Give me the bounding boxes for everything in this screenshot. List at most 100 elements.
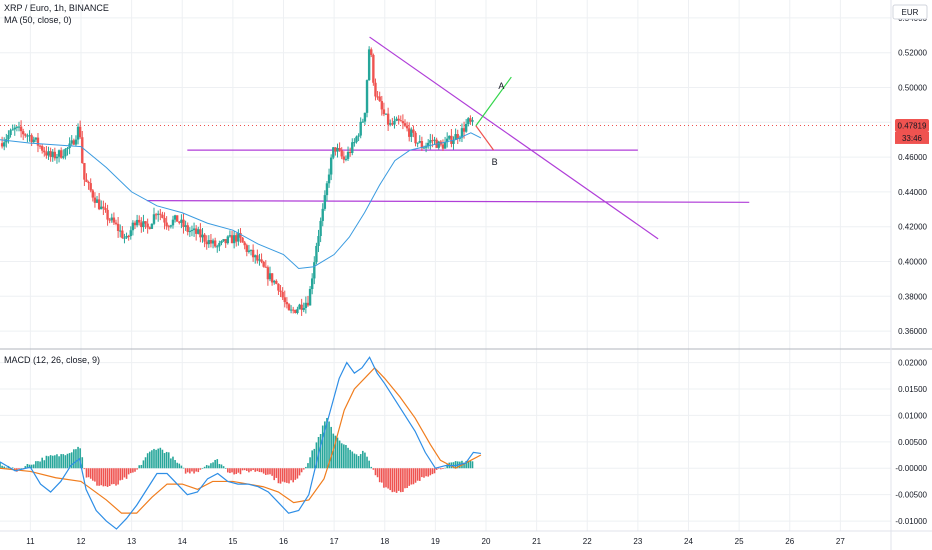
macd-histogram-bar [309,457,311,469]
macd-histogram-bar [140,464,143,469]
macd-tick-label: 0.01000 [898,411,927,420]
currency-button[interactable]: EUR [892,4,928,20]
macd-histogram-bar [294,468,297,480]
drawing-annotations[interactable]: AB [146,36,750,240]
candle-body [401,121,405,124]
candle-body [121,230,124,238]
candle-body [159,213,162,215]
macd-histogram-bar [157,448,160,469]
candle-body [171,219,175,226]
macd-histogram-bar [28,464,31,469]
macd-histogram-bar [383,468,385,488]
candle-body [85,179,88,182]
price-axis[interactable]: 0.36000 0.38000 0.40000 0.42000 0.44000 0.460… [898,14,927,336]
candle-body [232,235,236,244]
candle-body [203,234,206,242]
macd-histogram-bar [66,453,69,469]
macd-histogram-bar [300,468,303,473]
time-axis[interactable]: 11 12 13 14 15 16 17 18 19 20 21 22 23 24 25 26 27 [26,537,845,546]
candle-body [228,235,232,237]
macd-histogram-bar [328,421,330,469]
candle-body [300,304,303,310]
candle-body [251,249,255,258]
candle-body [218,243,221,247]
macd-histogram-bar [218,463,221,469]
macd-histogram-bar [32,464,35,469]
macd-histogram-bar [330,426,332,469]
candle-body [26,135,29,137]
macd-histogram-bar [370,466,373,469]
candle-body [420,141,424,148]
macd-histogram-bar [68,453,71,469]
candle-body [342,156,346,160]
macd-histogram-bar [404,468,406,489]
macd-histogram-bar [431,468,434,475]
time-tick-label: 26 [785,537,794,546]
macd-histogram-bar [5,467,8,469]
macd-histogram-bar [429,468,432,476]
macd-histogram-bar [176,462,178,469]
candle-body [241,237,244,243]
candle-body [361,121,365,123]
candle-body [15,126,19,128]
candle-body [209,240,213,244]
macd-histogram-bar [186,468,189,473]
macd-histogram-bar [338,440,341,469]
macd-histogram-bar [311,450,313,469]
macd-legend: MACD (12, 26, close, 9) [4,355,100,365]
macd-histogram-bar [184,468,187,474]
macd-histogram-bar [127,468,130,475]
macd-axis[interactable]: -0.01000 -0.00500 -0.00000 0.00500 0.01000 0.… [895,359,927,527]
candle-body [302,308,305,310]
candle-body [19,126,23,132]
macd-histogram-bar [174,460,176,469]
projection-label-a: A [498,81,504,91]
macd-histogram-bar [47,456,50,469]
macd-histogram-bar [387,468,389,489]
macd-histogram-bar [368,460,370,469]
candle-body [123,237,126,239]
macd-histogram-bar [60,454,62,469]
macd-histogram-bar [39,461,41,469]
macd-histogram-bar [469,460,472,469]
candle-body [57,150,61,157]
macd-histogram-bar [182,467,185,469]
macd-histogram-bar [26,464,29,469]
candle-body [40,146,44,151]
macd-histogram-bar [197,468,200,473]
time-tick-label: 19 [431,537,440,546]
macd-histogram-bar [324,421,326,469]
candle-body [414,132,417,144]
macd-histogram-bar [467,460,470,469]
macd-histogram-bar [391,468,394,493]
candle-body [433,139,436,141]
macd-histogram-bar [81,457,84,469]
grid [0,0,891,531]
macd-histogram-bar [374,468,377,476]
time-tick-label: 17 [330,537,339,546]
macd-histogram-bar [41,457,43,469]
macd-histogram-bar [267,468,269,475]
macd-histogram-bar [395,468,398,493]
macd-histogram-bar [30,464,33,469]
macd-panel [0,356,482,530]
candle-body [239,232,242,238]
macd-histogram-bar [102,468,105,487]
candle-body [384,113,388,115]
macd-histogram-bar [446,464,448,469]
price-tick-label: 0.38000 [898,292,927,301]
candle-body [106,209,109,220]
candle-body [213,240,217,247]
candle-body [59,150,63,158]
macd-tick-label: 0.02000 [898,359,927,368]
candle-body [292,309,295,311]
macd-histogram-bar [355,454,358,469]
macd-histogram-bar [62,454,65,469]
macd-histogram-bar [159,447,162,469]
candle-body [161,214,164,218]
candle-body [275,280,278,284]
candle-body [224,239,227,244]
macd-histogram-bar [410,468,413,485]
candle-body [422,147,426,149]
